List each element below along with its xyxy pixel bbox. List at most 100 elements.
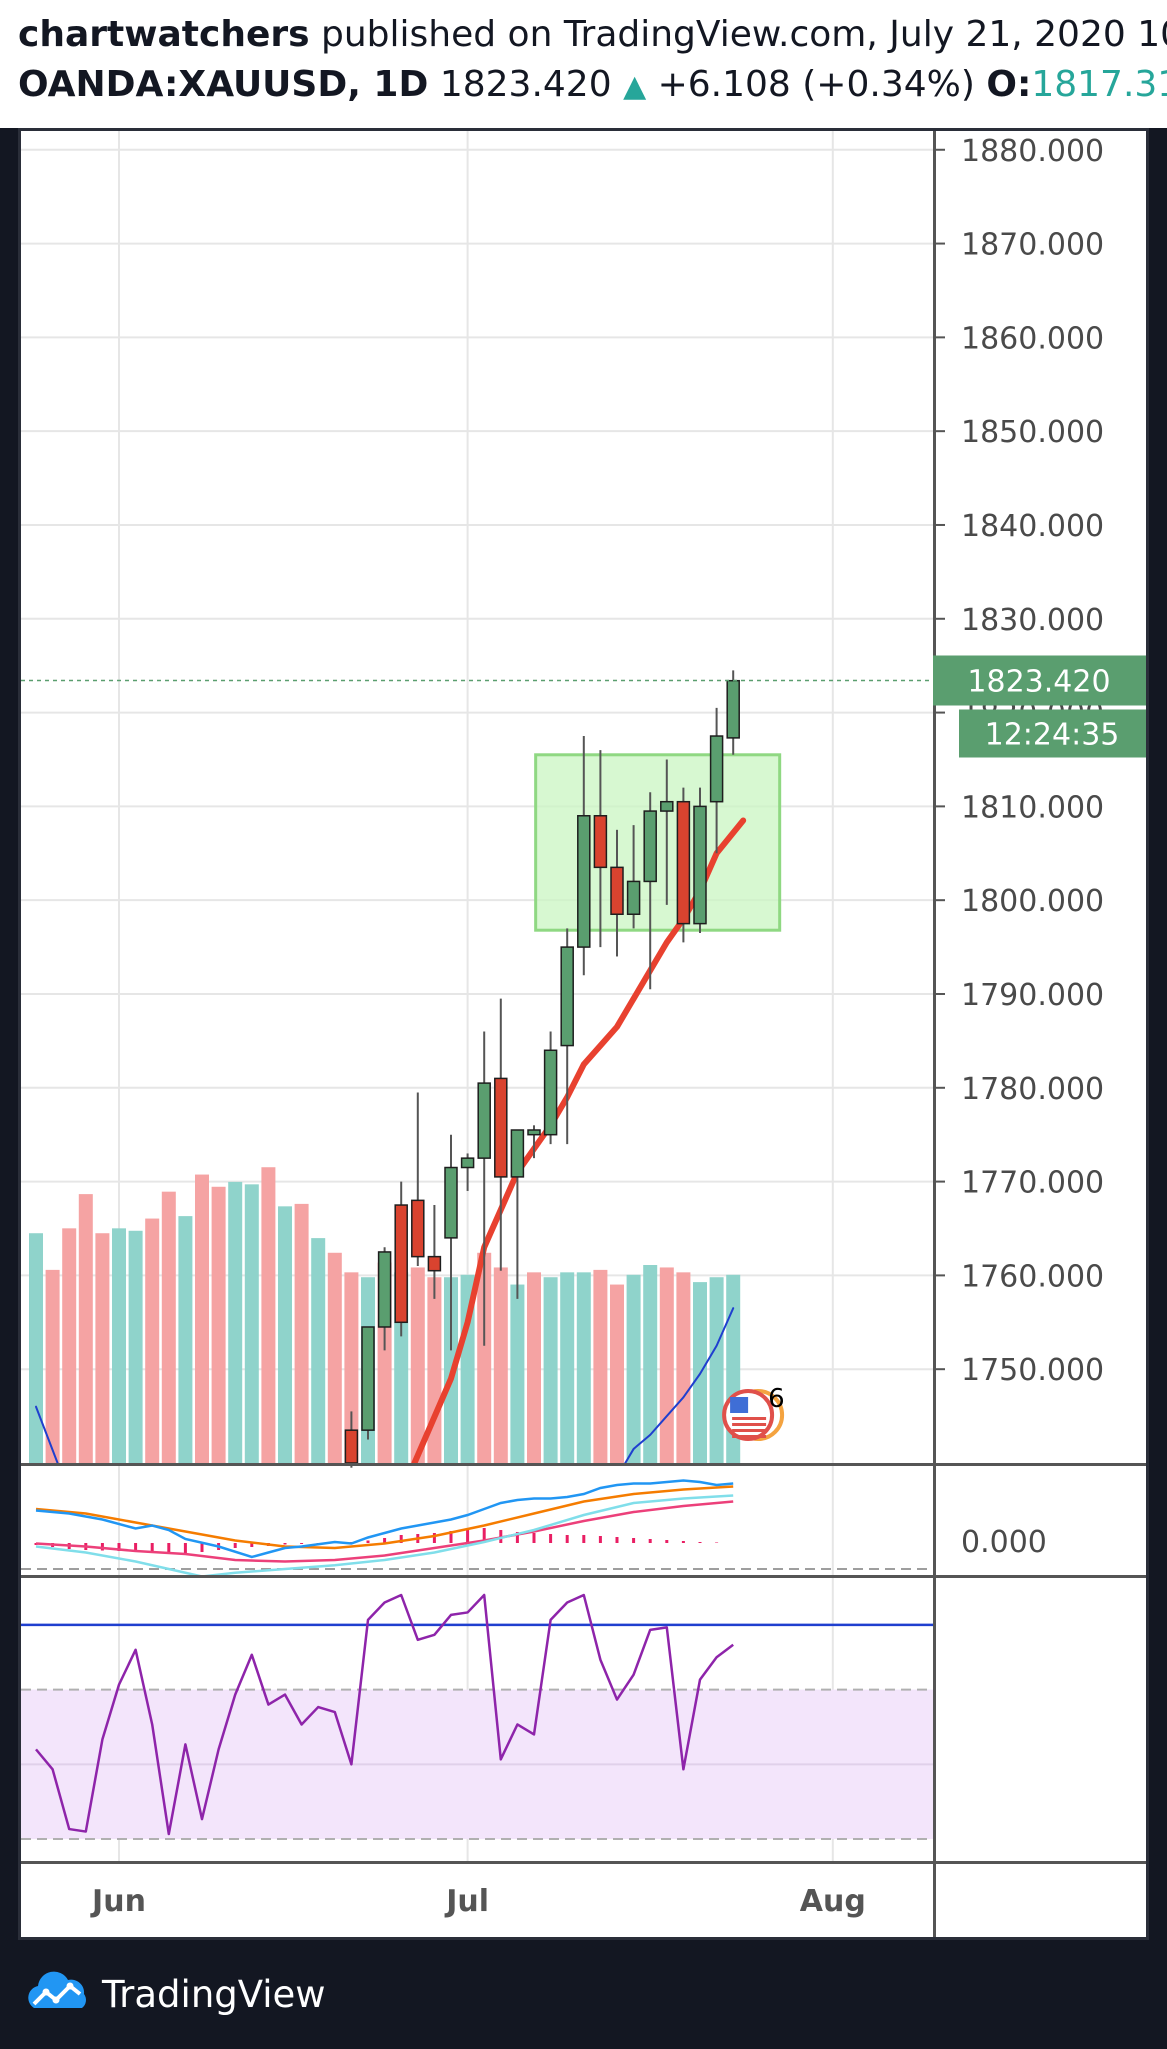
volume-bar-19 <box>344 1272 359 1463</box>
volume-bar-28 <box>493 1267 508 1463</box>
oscillator-line <box>35 1593 734 1836</box>
candle-body-14 <box>577 815 591 948</box>
volume-bar-30 <box>527 1272 541 1463</box>
volume-bar-37 <box>643 1265 658 1463</box>
volume-bar-24 <box>427 1277 442 1463</box>
candle-body-9 <box>494 1077 508 1178</box>
candle-body-23 <box>726 679 740 739</box>
flag-stripe-0 <box>732 1417 767 1420</box>
last-price-badge <box>933 655 1146 706</box>
volume-bar-12 <box>228 1181 243 1463</box>
candle-body-22 <box>709 735 724 803</box>
published-text: published on TradingView.com, July 21, 2… <box>309 14 1167 55</box>
volume-bar-16 <box>294 1203 309 1463</box>
volume-bar-18 <box>327 1252 342 1463</box>
candle-body-20 <box>676 800 691 925</box>
volume-bar-32 <box>560 1272 575 1463</box>
volume-bar-17 <box>311 1238 326 1463</box>
publish-info: chartwatchers published on TradingView.c… <box>18 14 1167 55</box>
volume-bar-27 <box>477 1252 492 1463</box>
chart-panel[interactable]: 6 0.000 Jun Jul Aug 1750.000 1760.000 1770.000 1… <box>18 128 1149 1940</box>
volume-bar-2 <box>62 1228 77 1463</box>
price-axis-label-4: 1790.000 <box>961 978 1104 1013</box>
volume-bar-3 <box>78 1194 93 1463</box>
volume-bar-29 <box>510 1284 525 1463</box>
volume-bar-33 <box>576 1272 591 1463</box>
up-arrow-icon: ▲ <box>623 69 647 104</box>
price-change: +6.108 (+0.34%) <box>657 64 975 105</box>
tradingview-logo-icon[interactable] <box>20 1968 96 2016</box>
symbol-label: OANDA:XAUUSD, 1D <box>18 64 429 105</box>
candle-body-10 <box>510 1129 525 1178</box>
price-axis-label-13: 1880.000 <box>961 134 1104 169</box>
time-axis-label-aug: Aug <box>800 1884 866 1919</box>
time-axis-label-jul: Jul <box>444 1884 489 1919</box>
volume-bar-0 <box>29 1233 43 1463</box>
tradingview-brand[interactable]: TradingView <box>102 1973 326 2016</box>
candlestick-chart[interactable]: 6 0.000 Jun Jul Aug 1750.000 1760.000 1770.000 1… <box>21 131 1146 1937</box>
open-value: 1817.312 <box>1031 64 1167 105</box>
macd-zero-label: 0.000 <box>961 1525 1047 1560</box>
volume-bar-1 <box>45 1269 60 1463</box>
candle-body-11 <box>527 1129 541 1136</box>
volume-bar-38 <box>659 1267 674 1463</box>
volume-bar-10 <box>195 1174 209 1463</box>
event-marker-label: 6 <box>768 1384 785 1414</box>
volume-bar-23 <box>410 1267 425 1463</box>
candle-body-21 <box>693 805 707 925</box>
flag-stripe-3 <box>732 1435 767 1438</box>
volume-bar-39 <box>676 1272 691 1463</box>
last-price: 1823.420 <box>439 64 612 105</box>
candle-body-0 <box>344 1429 359 1464</box>
candle-body-7 <box>460 1157 475 1169</box>
price-axis-label-10: 1850.000 <box>961 415 1104 450</box>
price-axis-label-8: 1830.000 <box>961 603 1104 638</box>
volume-bar-15 <box>278 1206 292 1463</box>
countdown-badge <box>959 709 1146 758</box>
candle-body-13 <box>560 946 574 1047</box>
price-axis-label-5: 1800.000 <box>961 884 1104 919</box>
volume-bar-7 <box>145 1218 160 1463</box>
price-axis-label-3: 1780.000 <box>961 1072 1104 1107</box>
volume-bar-36 <box>626 1274 641 1463</box>
price-axis-label-0: 1750.000 <box>961 1353 1104 1388</box>
symbol-info: OANDA:XAUUSD, 1D 1823.420 ▲ +6.108 (+0.3… <box>18 64 1167 105</box>
chart-header: chartwatchers published on TradingView.c… <box>0 0 1167 128</box>
flag-canton <box>730 1397 749 1413</box>
flag-stripe-1 <box>732 1423 767 1426</box>
price-axis-label-6: 1810.000 <box>961 790 1104 825</box>
price-axis-label-2: 1770.000 <box>961 1166 1104 1201</box>
volume-bar-41 <box>709 1277 724 1463</box>
candle-body-18 <box>643 810 657 883</box>
volume-bar-6 <box>128 1230 143 1463</box>
volume-bar-9 <box>178 1216 193 1463</box>
candle-body-3 <box>394 1204 408 1324</box>
volume-bar-31 <box>543 1277 558 1463</box>
flag-stripe-2 <box>732 1429 767 1432</box>
volume-bar-34 <box>593 1269 608 1463</box>
macd-line-b <box>35 1500 734 1563</box>
candle-body-8 <box>477 1082 491 1159</box>
time-axis-label-jun: Jun <box>90 1884 146 1919</box>
volume-bar-35 <box>610 1284 624 1463</box>
author-name[interactable]: chartwatchers <box>18 14 310 55</box>
countdown-label: 12:24:35 <box>985 717 1120 752</box>
candle-body-2 <box>377 1251 392 1328</box>
moving-average-line-1 <box>624 1307 735 1464</box>
price-axis-label-1: 1760.000 <box>961 1259 1104 1294</box>
macd-line-fast <box>35 1479 734 1559</box>
candle-body-6 <box>444 1166 458 1239</box>
candle-body-4 <box>411 1199 425 1258</box>
consolidation-box <box>534 753 782 932</box>
macd-line-a <box>35 1494 734 1578</box>
last-price-badge-label: 1823.420 <box>967 664 1110 699</box>
price-axis-label-9: 1840.000 <box>961 509 1104 544</box>
candle-body-1 <box>361 1326 375 1431</box>
price-axis-label-12: 1870.000 <box>961 228 1104 263</box>
volume-bar-13 <box>244 1184 259 1463</box>
candle-body-17 <box>626 880 641 916</box>
moving-average-line-2 <box>35 1405 59 1464</box>
volume-bar-26 <box>460 1274 475 1463</box>
volume-bar-5 <box>112 1228 126 1463</box>
candle-body-16 <box>610 866 624 916</box>
